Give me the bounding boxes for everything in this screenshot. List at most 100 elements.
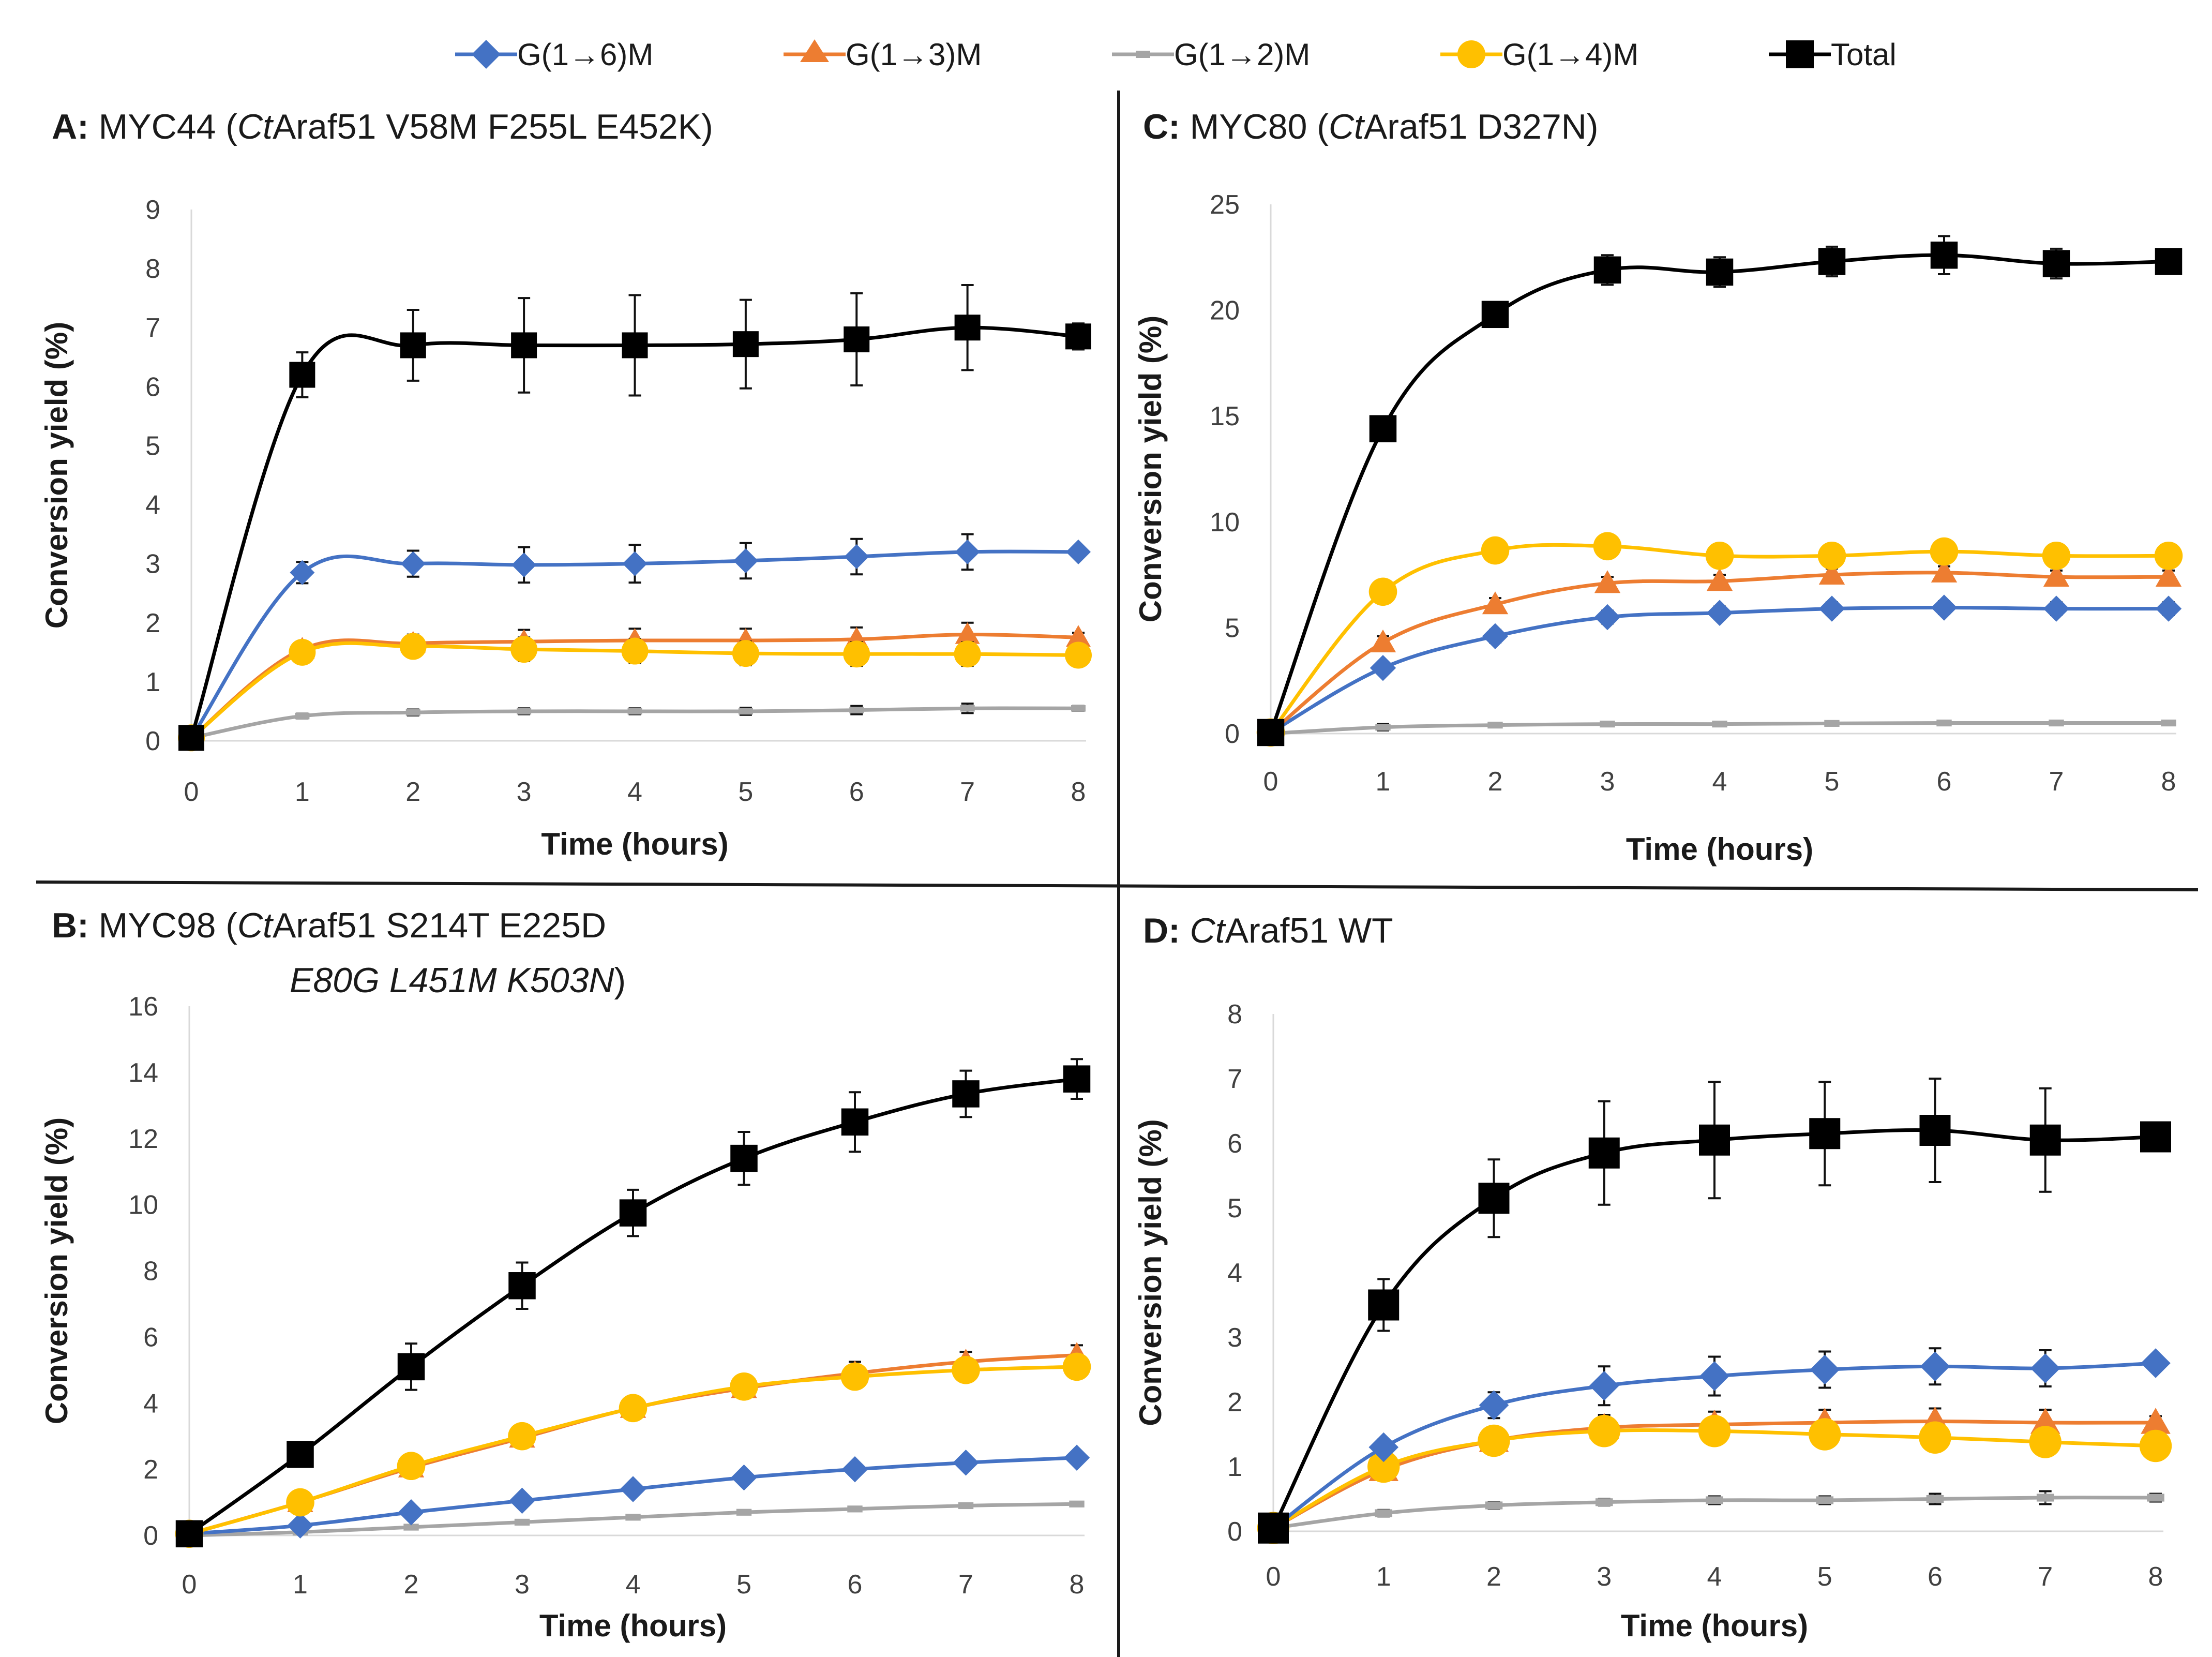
data-point [1712,720,1727,728]
data-point [1257,719,1285,747]
x-tick-label: 2 [1488,767,1503,797]
data-point [2141,1408,2171,1434]
data-point [1705,541,1734,570]
x-tick-label: 1 [295,777,310,807]
data-point [847,1505,863,1513]
data-point [2042,541,2071,570]
data-point [844,326,870,353]
data-point [733,548,758,573]
data-point [1706,1496,1723,1504]
data-point [1478,1424,1510,1457]
series-line [1270,606,2169,734]
data-point [1481,301,1509,329]
data-point [2141,1348,2171,1378]
data-point [1370,629,1396,652]
x-tick-label: 3 [1597,1562,1612,1592]
series-g12m [1263,719,2176,737]
y-tick-label: 25 [1210,190,1240,220]
data-point [2154,541,2183,570]
legend-label: G(1→2)M [1174,37,1310,72]
data-point [2043,595,2070,622]
data-point [738,708,753,715]
data-point [1818,595,1845,622]
data-point [398,1499,425,1526]
panel-d-title: D: CtAraf51 WT [1143,911,1393,950]
y-tick-label: 7 [145,313,160,343]
data-point [1817,541,1846,570]
data-point [510,636,538,663]
data-point [1936,719,1952,727]
data-point [954,640,981,668]
data-point [1706,258,1734,286]
y-tick-label: 9 [145,195,160,225]
y-axis-label: Conversion yield (%) [1133,316,1168,622]
x-tick-label: 6 [1928,1562,1943,1592]
data-point [1258,1512,1289,1544]
y-tick-label: 0 [1225,719,1240,749]
data-point [736,1509,752,1516]
x-tick-label: 7 [2049,767,2064,797]
x-axis-label: Time (hours) [541,827,728,861]
series-line [1269,253,2169,734]
data-point [2036,1494,2054,1502]
data-point [287,1441,314,1468]
data-point [1065,641,1092,669]
data-point [1482,623,1509,649]
panel-a-chart: 0 1 2 3 4 5 6 7 8 9 0 1 2 3 4 5 6 7 8 Time (hours) Conversio… [39,195,1092,861]
legend: G(1→6)M G(1→3)M G(1→2)M G(1→4)M Total [455,37,1897,72]
data-point [2042,250,2070,277]
x-tick-label: 6 [1937,767,1952,797]
data-point [625,1514,641,1521]
data-point [287,1512,313,1539]
series-total [1257,235,2183,747]
circle-marker-icon [1457,40,1485,68]
data-point [621,637,649,665]
series-total [1258,1078,2171,1544]
data-point [1699,1361,1729,1391]
data-point [1485,1501,1503,1510]
data-point [1816,1496,1834,1504]
data-point [1479,1390,1509,1421]
x-axis-label: Time (hours) [539,1608,727,1643]
y-tick-label: 1 [1227,1452,1242,1482]
series-line [189,325,1079,739]
panel-c-title: C: MYC80 (CtAraf51 D327N) [1143,107,1599,146]
series-total [178,284,1091,751]
y-tick-label: 5 [1227,1193,1242,1223]
data-point [622,332,648,359]
data-point [1367,1450,1400,1483]
data-point [403,1524,419,1531]
data-point [958,1502,974,1510]
data-point [508,1272,536,1300]
data-point [1919,1421,1951,1454]
y-tick-label: 1 [145,667,160,697]
x-tick-label: 7 [960,777,975,807]
legend-label: Total [1831,37,1897,72]
data-point [1818,248,1846,275]
series-line [1269,571,2169,734]
data-point [952,1356,980,1384]
data-point [730,1372,758,1401]
y-tick-label: 8 [143,1257,158,1287]
x-tick-label: 4 [1712,767,1727,797]
x-tick-label: 3 [1600,767,1615,797]
data-point [619,1394,648,1423]
data-point [1930,241,1958,269]
x-tick-label: 7 [2038,1562,2053,1592]
data-point [1926,1495,1944,1503]
data-point [2029,1124,2061,1156]
data-point [511,332,537,359]
y-axis-label: Conversion yield (%) [1133,1119,1168,1426]
series-g12m [1265,1490,2164,1532]
y-tick-label: 10 [1210,507,1240,538]
data-point [289,638,316,666]
data-point [1593,256,1621,284]
data-point [509,1487,535,1514]
y-tick-label: 8 [1227,999,1242,1029]
x-tick-label: 4 [1707,1562,1722,1592]
panel-d-chart: 0 1 2 3 4 5 6 7 8 0 1 2 3 4 5 6 7 8 Time (hours) Conversion… [1133,999,2172,1643]
data-point [841,1108,869,1136]
x-axis-label: Time (hours) [1626,832,1813,867]
legend-label: G(1→4)M [1502,37,1638,72]
